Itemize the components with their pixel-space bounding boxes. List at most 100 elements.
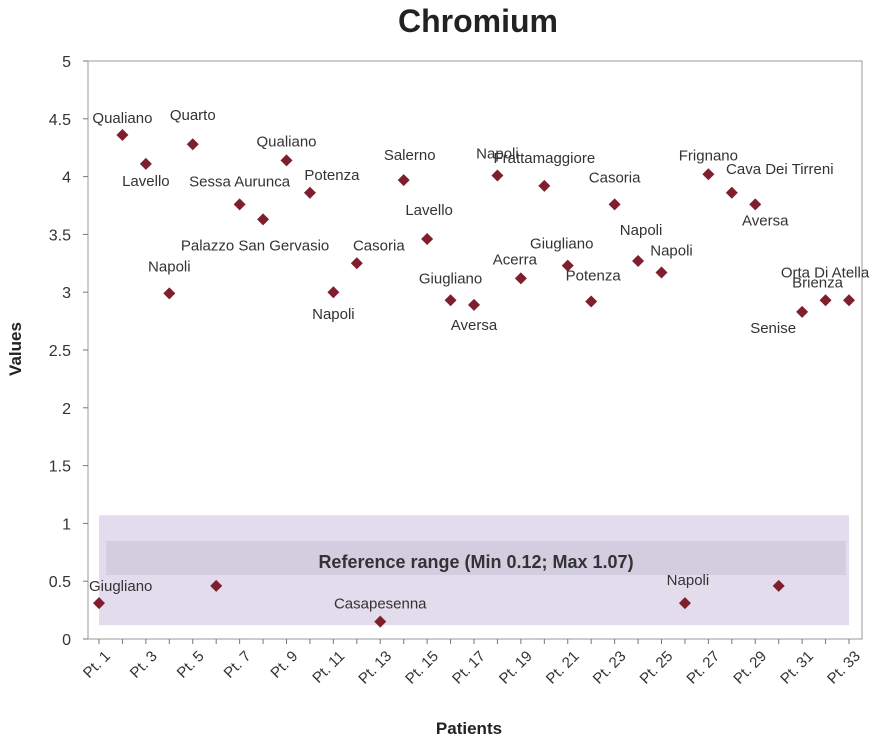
- data-label-pt7: Sessa Aurunca: [189, 173, 291, 190]
- data-label-pt32: Brienza: [792, 274, 844, 291]
- data-label-pt9: Qualiano: [256, 133, 316, 150]
- x-tick-label: Pt. 27: [683, 648, 723, 688]
- data-label-pt31: Senise: [750, 320, 796, 337]
- data-label-pt8: Palazzo San Gervasio: [181, 237, 329, 254]
- chart-title: Chromium: [398, 3, 558, 39]
- data-point-pt21: [561, 259, 574, 272]
- data-point-pt15: [421, 233, 434, 246]
- y-tick-label: 5: [62, 54, 71, 71]
- x-tick-label: Pt. 21: [543, 648, 583, 688]
- y-tick-label: 4: [62, 170, 71, 187]
- data-label-pt17: Aversa: [451, 317, 498, 334]
- x-tick-label: Pt. 33: [824, 648, 864, 688]
- x-tick-label: Pt. 11: [309, 648, 348, 687]
- data-point-pt25: [655, 266, 668, 279]
- data-point-pt29: [749, 198, 762, 211]
- x-tick-label: Pt. 15: [402, 648, 442, 688]
- data-label-pt18: Napoli: [476, 145, 519, 162]
- data-point-pt33: [843, 294, 855, 307]
- x-tick-label: Pt. 19: [496, 648, 536, 688]
- x-tick-label: Pt. 23: [590, 648, 630, 688]
- reference-range-label: Reference range (Min 0.12; Max 1.07): [318, 552, 633, 572]
- data-label-pt10: Potenza: [304, 167, 360, 184]
- data-label-pt19: Acerra: [493, 251, 538, 268]
- data-label-pt2: Qualiano: [92, 110, 152, 127]
- data-point-pt4: [163, 287, 176, 300]
- reference-range-label-box: [106, 541, 846, 575]
- data-label-pt27: Frignano: [679, 147, 738, 164]
- data-point-pt11: [327, 286, 340, 299]
- data-label-pt33: Orta Di Atella: [781, 264, 870, 281]
- x-tick-label: Pt. 9: [267, 648, 301, 682]
- x-tick-label: Pt. 29: [730, 648, 770, 688]
- x-tick-label: Pt. 7: [221, 648, 255, 682]
- data-label-pt13: Casapesenna: [334, 596, 427, 613]
- data-point-pt28: [725, 186, 738, 199]
- data-label-pt22: Potenza: [566, 267, 622, 284]
- y-tick-label: 1: [62, 516, 71, 533]
- plot-area: Reference range (Min 0.12; Max 1.07) 0 0.5…: [49, 54, 870, 688]
- y-axis-title: Values: [6, 322, 25, 376]
- data-point-pt26: [678, 597, 691, 610]
- data-label-pt1: Giugliano: [89, 578, 152, 595]
- data-point-pt2: [116, 128, 129, 141]
- data-point-pt16: [444, 294, 457, 307]
- y-tick-label: 3: [62, 285, 71, 302]
- data-point-pt13: [374, 615, 387, 628]
- y-tick-label: 2.5: [49, 343, 71, 360]
- data-label-pt24: Napoli: [620, 222, 663, 239]
- y-tick-label: 2: [62, 401, 71, 418]
- data-label-pt26: Napoli: [667, 572, 710, 589]
- data-label-pt28: Cava Dei Tirreni: [726, 161, 834, 178]
- data-label-pt14: Salerno: [384, 147, 436, 164]
- y-tick-label: 4.5: [49, 112, 71, 129]
- data-point-pt27: [702, 168, 715, 181]
- x-axis-title: Patients: [436, 719, 502, 738]
- data-point-pt32: [819, 294, 832, 307]
- data-point-pt6: [210, 579, 223, 592]
- data-point-pt30: [772, 579, 785, 592]
- x-tick-label: Pt. 1: [80, 648, 114, 682]
- data-label-pt21: Giugliano: [530, 236, 593, 253]
- data-point-pt7: [233, 198, 246, 211]
- data-label-pt15: Lavello: [405, 202, 453, 219]
- data-point-pt23: [608, 198, 621, 211]
- data-point-pt10: [303, 186, 316, 199]
- data-point-pt22: [585, 295, 598, 308]
- y-tick-label: 1.5: [49, 459, 71, 476]
- data-label-pt5: Quarto: [170, 107, 216, 124]
- data-point-pt8: [257, 213, 270, 226]
- x-tick-label: Pt. 3: [127, 648, 161, 682]
- x-tick-label: Pt. 5: [174, 648, 208, 682]
- data-label-pt29: Aversa: [742, 212, 789, 229]
- y-tick-label: 0.5: [49, 574, 71, 591]
- data-point-pt17: [468, 298, 480, 311]
- data-label-pt16: Giugliano: [419, 270, 482, 287]
- y-tick-label: 3.5: [49, 227, 71, 244]
- data-label-pt25: Napoli: [650, 243, 693, 260]
- x-tick-label: Pt. 13: [355, 648, 395, 688]
- data-label-pt23: Casoria: [589, 169, 641, 186]
- data-label-pt4: Napoli: [148, 258, 191, 275]
- data-point-pt5: [186, 138, 199, 151]
- data-label-pt3: Lavello: [122, 173, 170, 190]
- data-label-pt20: Frattamaggiore: [493, 150, 595, 167]
- data-point-pt24: [632, 254, 645, 267]
- data-label-pt12: Casoria: [353, 237, 405, 254]
- data-point-pt31: [796, 305, 809, 318]
- data-point-pt20: [538, 179, 551, 192]
- data-point-pt1: [93, 597, 105, 610]
- data-point-pt14: [397, 174, 410, 187]
- y-tick-label: 0: [62, 632, 71, 649]
- x-tick-label: Pt. 31: [777, 648, 817, 688]
- x-tick-label: Pt. 25: [637, 648, 677, 688]
- data-point-pt19: [514, 272, 527, 285]
- x-tick-label: Pt. 17: [449, 648, 489, 688]
- data-point-pt18: [491, 169, 504, 182]
- data-point-pt3: [139, 157, 152, 170]
- data-point-pt12: [350, 257, 363, 270]
- data-point-pt9: [280, 154, 293, 167]
- data-label-pt11: Napoli: [312, 306, 355, 323]
